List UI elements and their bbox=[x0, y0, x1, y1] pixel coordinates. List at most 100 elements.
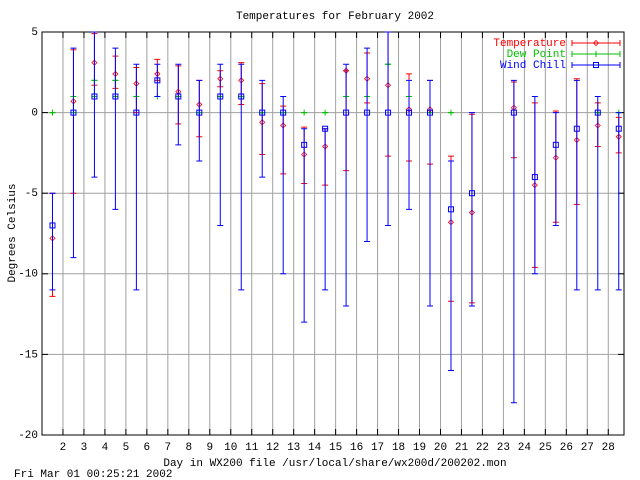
error-bar bbox=[573, 79, 580, 291]
error-bar bbox=[406, 79, 413, 210]
x-tick-label: 12 bbox=[266, 442, 279, 454]
error-bar bbox=[49, 192, 56, 291]
data-point bbox=[447, 109, 454, 116]
data-point bbox=[510, 109, 517, 116]
chart-title: Temperatures for February 2002 bbox=[236, 11, 434, 23]
x-tick-label: 2 bbox=[60, 442, 67, 454]
data-point bbox=[447, 206, 454, 213]
x-axis-label: Day in WX200 file /usr/local/share/wx200… bbox=[163, 458, 506, 470]
error-bar bbox=[259, 79, 266, 178]
x-tick-label: 26 bbox=[560, 442, 573, 454]
error-bar bbox=[217, 63, 224, 226]
error-bar bbox=[91, 31, 98, 178]
x-tick-label: 27 bbox=[581, 442, 594, 454]
y-tick-label: -10 bbox=[18, 269, 38, 281]
error-bar bbox=[301, 128, 308, 323]
x-tick-label: 10 bbox=[224, 442, 237, 454]
data-point bbox=[112, 93, 119, 100]
data-point bbox=[364, 109, 371, 116]
data-point bbox=[322, 125, 329, 132]
data-point bbox=[238, 93, 245, 100]
x-tick-label: 20 bbox=[434, 442, 447, 454]
error-bar bbox=[447, 160, 454, 372]
legend-sample bbox=[571, 40, 621, 46]
data-point bbox=[70, 109, 77, 116]
data-point bbox=[427, 109, 433, 116]
error-bar bbox=[70, 47, 77, 259]
x-tick-label: 23 bbox=[497, 442, 510, 454]
x-tick-label: 25 bbox=[539, 442, 552, 454]
error-bar bbox=[427, 79, 433, 307]
data-point bbox=[133, 109, 140, 116]
error-bar bbox=[112, 47, 119, 210]
data-point bbox=[49, 109, 56, 116]
legend-sample bbox=[571, 62, 621, 68]
x-tick-label: 18 bbox=[392, 442, 405, 454]
x-tick-label: 21 bbox=[455, 442, 469, 454]
data-point bbox=[573, 125, 580, 132]
data-point bbox=[196, 109, 203, 116]
error-bar bbox=[552, 112, 559, 226]
data-point bbox=[280, 109, 287, 116]
data-point bbox=[343, 109, 350, 116]
y-axis-label: Degrees Celsius bbox=[7, 183, 19, 282]
x-tick-label: 5 bbox=[123, 442, 130, 454]
x-tick-label: 28 bbox=[602, 442, 615, 454]
x-tick-label: 22 bbox=[476, 442, 489, 454]
x-tick-label: 7 bbox=[165, 442, 172, 454]
data-point bbox=[531, 174, 538, 181]
data-point bbox=[301, 141, 308, 148]
error-bar bbox=[196, 79, 203, 162]
data-point bbox=[552, 141, 559, 148]
error-bar bbox=[531, 95, 538, 275]
x-tick-label: 6 bbox=[144, 442, 151, 454]
error-bar bbox=[594, 95, 601, 291]
error-bar bbox=[468, 112, 475, 307]
legend-label: Temperature bbox=[493, 38, 566, 50]
error-bar bbox=[510, 79, 517, 404]
data-point bbox=[301, 109, 308, 116]
x-tick-label: 17 bbox=[371, 442, 384, 454]
y-tick-label: 0 bbox=[31, 108, 38, 120]
data-point bbox=[615, 125, 622, 132]
x-tick-label: 9 bbox=[206, 442, 213, 454]
legend-label: Wind Chill bbox=[500, 60, 566, 72]
error-bar bbox=[238, 63, 245, 291]
error-bar bbox=[364, 47, 371, 243]
legend-marker bbox=[593, 62, 599, 68]
legend-marker bbox=[592, 39, 600, 47]
footer: Fri Mar 01 00:25:21 2002 bbox=[14, 469, 172, 480]
x-tick-label: 3 bbox=[81, 442, 88, 454]
x-tick-label: 11 bbox=[245, 442, 259, 454]
plot-border bbox=[41, 31, 625, 436]
x-tick-label: 4 bbox=[102, 442, 109, 454]
error-bar bbox=[343, 63, 350, 307]
x-tick-label: 19 bbox=[413, 442, 426, 454]
data-point bbox=[594, 109, 601, 116]
y-tick-label: -15 bbox=[18, 349, 38, 361]
data-point bbox=[217, 93, 224, 100]
x-tick-label: 14 bbox=[308, 442, 322, 454]
data-point bbox=[406, 109, 413, 116]
error-bar bbox=[385, 31, 392, 226]
error-bar bbox=[154, 63, 161, 97]
y-tick-label: 5 bbox=[31, 27, 38, 39]
error-bar bbox=[133, 63, 140, 291]
x-tick-label: 24 bbox=[518, 442, 532, 454]
error-bar bbox=[175, 63, 182, 146]
data-point bbox=[468, 190, 475, 197]
data-point bbox=[385, 109, 392, 116]
legend-marker bbox=[593, 51, 599, 57]
data-point bbox=[154, 77, 161, 84]
data-point bbox=[322, 109, 329, 116]
x-tick-label: 16 bbox=[350, 442, 363, 454]
data-point bbox=[259, 109, 266, 116]
y-tick-label: -20 bbox=[18, 430, 38, 442]
data-point bbox=[49, 222, 56, 229]
x-tick-label: 15 bbox=[329, 442, 342, 454]
error-bar bbox=[615, 112, 622, 291]
y-tick-label: -5 bbox=[25, 188, 38, 200]
error-bar bbox=[280, 95, 287, 275]
